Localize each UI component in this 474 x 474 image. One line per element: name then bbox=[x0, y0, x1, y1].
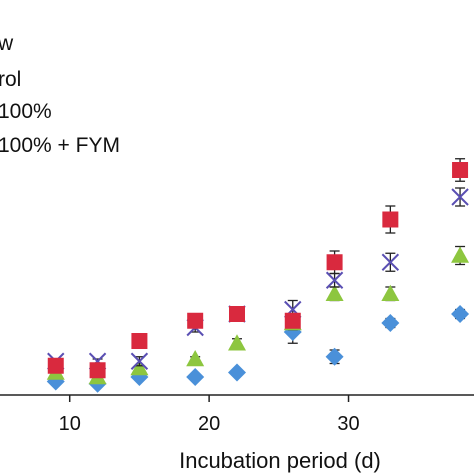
point-diamond-3 bbox=[186, 368, 205, 386]
x-tick-label-20: 20 bbox=[198, 413, 220, 435]
point-triangle-3 bbox=[186, 350, 205, 367]
x-tick-label-30: 30 bbox=[337, 413, 359, 435]
plot-area bbox=[46, 158, 470, 393]
point-diamond-4 bbox=[228, 363, 246, 382]
point-diamond-7 bbox=[381, 314, 400, 332]
point-triangle-6 bbox=[325, 284, 344, 301]
point-triangle-2 bbox=[130, 359, 149, 376]
point-square-8 bbox=[452, 162, 469, 178]
point-x-2 bbox=[130, 352, 149, 370]
point-x-8 bbox=[451, 188, 469, 206]
point-square-7 bbox=[382, 211, 399, 228]
point-diamond-6 bbox=[325, 347, 344, 366]
legend-entry-3: 100% bbox=[0, 100, 52, 123]
point-triangle-7 bbox=[381, 284, 400, 301]
point-square-6 bbox=[326, 254, 343, 271]
point-square-1 bbox=[89, 362, 106, 379]
point-square-2 bbox=[131, 333, 148, 349]
legend-entry-2: rol bbox=[0, 68, 21, 91]
point-square-5 bbox=[284, 312, 301, 329]
point-square-0 bbox=[47, 357, 64, 374]
legend-entry-1: w bbox=[0, 32, 14, 55]
legend-entry-4: 100% + FYM bbox=[0, 134, 120, 157]
point-square-4 bbox=[229, 306, 245, 322]
point-diamond-8 bbox=[451, 305, 470, 323]
legend: w rol 100% 100% + FYM bbox=[0, 32, 120, 157]
point-triangle-4 bbox=[228, 334, 246, 351]
point-triangle-8 bbox=[451, 246, 470, 263]
x-tick-label-10: 10 bbox=[59, 413, 81, 435]
point-x-7 bbox=[381, 253, 400, 271]
point-square-3 bbox=[187, 312, 204, 329]
x-axis-ticks: 10 20 30 bbox=[59, 395, 360, 435]
point-x-6 bbox=[325, 271, 344, 289]
x-axis-title: Incubation period (d) bbox=[179, 448, 381, 473]
